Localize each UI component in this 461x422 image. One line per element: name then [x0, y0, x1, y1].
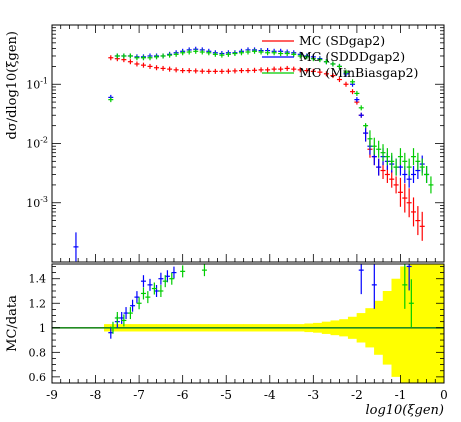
- main-y-axis-title: dσ/dlog10(ξgen): [5, 31, 20, 139]
- ratio-panel: [52, 264, 444, 339]
- band-bar: [435, 264, 445, 383]
- x-tick-label: -3: [307, 388, 319, 402]
- legend-label: MC (SDgap2): [299, 33, 385, 48]
- ratio-uncertainty-band: [104, 264, 445, 383]
- x-tick-label: -8: [90, 388, 102, 402]
- x-tick-label: -9: [46, 388, 58, 402]
- band-bar: [408, 264, 419, 383]
- legend: MC (SDgap2)MC (SDDDgap2)MC (MinBiasgap2): [262, 33, 418, 80]
- x-tick-label: -7: [133, 388, 145, 402]
- x-tick-label: -4: [264, 388, 276, 402]
- legend-label: MC (SDDDgap2): [299, 49, 405, 64]
- x-tick-label: -2: [351, 388, 363, 402]
- y-tick-label: 10-3: [26, 195, 48, 210]
- ratio-frame: [51, 263, 445, 384]
- band-bar: [426, 264, 436, 383]
- ratio-y-axis-title: MC/data: [5, 295, 20, 352]
- x-axis-title: log10(ξgen): [365, 403, 444, 418]
- ratio-y-tick-label: 1.2: [29, 297, 47, 310]
- ratio-y-tick-label: 0.6: [29, 371, 47, 384]
- x-tick-label: 0: [440, 388, 448, 402]
- ratio-y-tick-label: 0.8: [29, 346, 47, 359]
- axes: -9 -8 -7 -6 -5 -4 -3 -2 -1 0 10-1 10-2 10-3 0.6 0.8 1 1.…: [5, 24, 448, 418]
- y-tick-label: 10-2: [26, 136, 48, 151]
- main-panel: [73, 46, 434, 262]
- band-bar: [400, 266, 410, 383]
- x-tick-label: -1: [395, 388, 407, 402]
- legend-label: MC (MinBiasgap2): [299, 65, 418, 80]
- band-bar: [417, 264, 427, 383]
- ratio-y-tick-label: 1.4: [29, 273, 47, 286]
- x-tick-label: -6: [177, 388, 189, 402]
- y-tick-label: 10-1: [26, 76, 48, 91]
- x-tick-label: -5: [220, 388, 232, 402]
- ratio-y-tick-label: 1: [39, 322, 46, 335]
